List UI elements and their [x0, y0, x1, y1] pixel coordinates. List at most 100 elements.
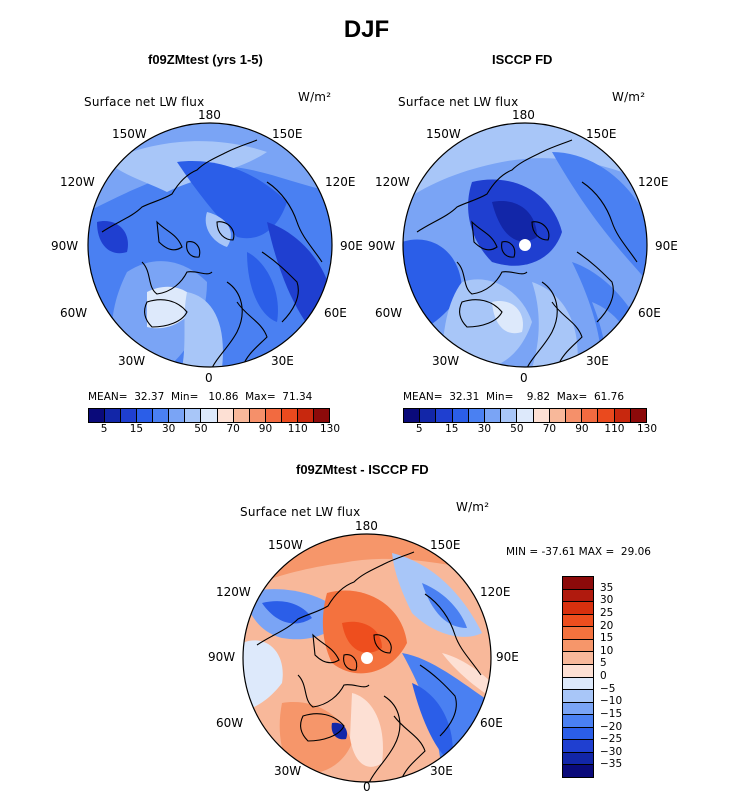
colorbar-tick-label: 25: [600, 606, 614, 619]
colorbar-tick-label: 5: [600, 657, 607, 670]
colorbar-tick-label: −20: [600, 720, 623, 733]
diff-polar-map: [242, 533, 492, 783]
colorbar-swatch: [566, 409, 583, 422]
colorbar-tick-label: 0: [600, 670, 607, 682]
colorbar-tick-label: 30: [477, 423, 492, 435]
diff-colorbar-labels: 35 30 25 20 15 10 5 0 −5 −10 −15 −20 −25 −30 −35: [600, 576, 660, 778]
model-lon-0: 0: [205, 371, 213, 385]
obs-lon-60e: 60E: [638, 306, 661, 320]
obs-lon-30e: 30E: [586, 354, 609, 368]
colorbar-tick-label: 35: [600, 581, 614, 594]
colorbar-tick-label: 5: [415, 423, 423, 435]
colorbar-swatch: [563, 614, 593, 628]
colorbar-swatch: [452, 409, 469, 422]
colorbar-swatch: [105, 409, 122, 422]
obs-lon-60w: 60W: [375, 306, 403, 320]
model-colorbar: 5 15 30 50 70 90 110 130: [88, 408, 340, 437]
colorbar-swatch: [563, 577, 593, 590]
colorbar-swatch: [420, 409, 437, 422]
colorbar-swatch: [563, 664, 593, 678]
colorbar-tick-label: 5: [100, 423, 108, 435]
model-stats: MEAN= 32.37 Min= 10.86 Max= 71.34: [88, 391, 313, 403]
model-panel-title: f09ZMtest (yrs 1-5): [148, 52, 263, 67]
colorbar-swatch: [563, 589, 593, 603]
colorbar-tick-label: −5: [600, 682, 616, 695]
colorbar-tick-label: 50: [510, 423, 524, 435]
model-lon-60w: 60W: [60, 306, 88, 320]
obs-lon-90e: 90E: [655, 239, 678, 253]
model-polar-map: [87, 122, 333, 368]
colorbar-swatch: [501, 409, 518, 422]
colorbar-swatch: [89, 409, 106, 422]
colorbar-tick-label: 90: [258, 423, 273, 435]
model-lon-60e: 60E: [324, 306, 347, 320]
colorbar-tick-label: 130: [319, 423, 341, 435]
colorbar-swatch: [563, 740, 593, 753]
colorbar-tick-label: 30: [161, 423, 176, 435]
model-lon-90w: 90W: [51, 239, 79, 253]
obs-colorbar: 5 15 30 50 70 90 110 130: [403, 408, 657, 437]
diff-colorbar: [562, 576, 594, 778]
colorbar-tick-label: 10: [600, 644, 614, 657]
colorbar-swatch: [297, 409, 314, 422]
colorbar-tick-label: 70: [226, 423, 240, 435]
colorbar-swatch: [563, 702, 593, 716]
colorbar-swatch: [265, 409, 282, 422]
colorbar-swatch: [563, 602, 593, 615]
obs-lon-90w: 90W: [368, 239, 396, 253]
colorbar-swatch: [563, 639, 593, 653]
diff-lon-150w: 150W: [268, 538, 303, 552]
colorbar-tick-label: 15: [129, 423, 144, 435]
colorbar-swatch: [533, 409, 550, 422]
diff-lon-180: 180: [355, 519, 378, 533]
colorbar-tick-label: 90: [575, 423, 589, 435]
colorbar-tick-label: 70: [542, 423, 557, 435]
obs-units-label: W/m²: [612, 90, 646, 104]
obs-lon-0: 0: [520, 371, 528, 385]
obs-variable-label: Surface net LW flux: [398, 95, 519, 109]
diff-variable-label: Surface net LW flux: [240, 505, 361, 519]
diff-lon-30e: 30E: [430, 764, 453, 778]
colorbar-swatch: [563, 715, 593, 728]
model-lon-180: 180: [198, 108, 221, 122]
diff-stats: MIN = -37.61 MAX = 29.06: [506, 546, 651, 558]
model-lon-30e: 30E: [271, 354, 294, 368]
colorbar-swatch: [468, 409, 486, 422]
colorbar-swatch: [630, 409, 647, 422]
obs-polar-map: [402, 122, 648, 368]
colorbar-tick-label: 110: [287, 423, 308, 435]
colorbar-swatch: [582, 409, 599, 422]
diff-lon-0: 0: [363, 780, 371, 794]
colorbar-tick-label: 130: [636, 423, 658, 435]
colorbar-swatch: [563, 752, 593, 766]
colorbar-tick-label: 50: [194, 423, 208, 435]
diff-panel-title: f09ZMtest - ISCCP FD: [296, 462, 429, 477]
obs-lon-30w: 30W: [432, 354, 460, 368]
colorbar-tick-label: 15: [445, 423, 459, 435]
colorbar-tick-label: −10: [600, 695, 623, 708]
model-variable-label: Surface net LW flux: [84, 95, 205, 109]
diff-lon-60e: 60E: [480, 716, 503, 730]
obs-panel-title: ISCCP FD: [492, 52, 553, 67]
figure-title: DJF: [343, 16, 390, 43]
model-lon-120w: 120W: [60, 175, 95, 189]
colorbar-swatch: [404, 409, 421, 422]
model-lon-90e: 90E: [340, 239, 363, 253]
colorbar-tick-label: 15: [600, 632, 614, 645]
colorbar-tick-label: −25: [600, 733, 623, 746]
diff-lon-120e: 120E: [480, 585, 511, 599]
colorbar-swatch: [121, 409, 138, 422]
colorbar-tick-label: 30: [600, 594, 614, 607]
colorbar-swatch: [563, 677, 593, 691]
colorbar-swatch: [563, 727, 593, 741]
diff-lon-90w: 90W: [208, 650, 236, 664]
colorbar-swatch: [137, 409, 154, 422]
colorbar-swatch: [563, 627, 593, 640]
colorbar-tick-label: −15: [600, 707, 623, 720]
obs-lon-120w: 120W: [375, 175, 410, 189]
colorbar-swatch: [217, 409, 234, 422]
colorbar-swatch: [249, 409, 266, 422]
colorbar-swatch: [313, 409, 329, 422]
colorbar-swatch: [281, 409, 298, 422]
colorbar-swatch: [563, 765, 593, 777]
